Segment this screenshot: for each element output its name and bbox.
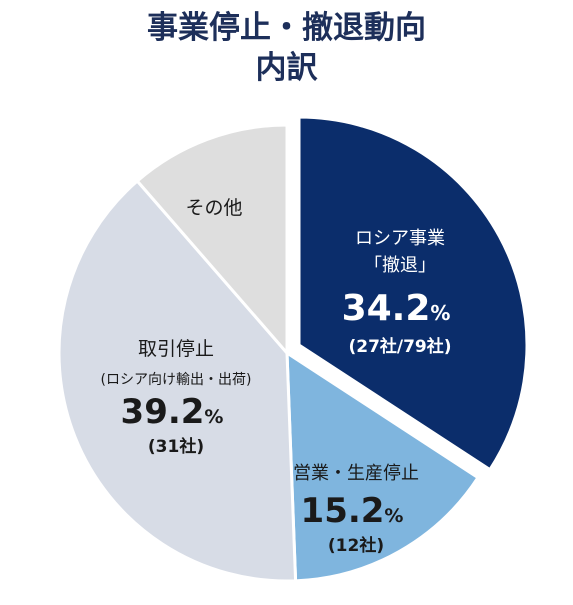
slice-label-withdrawal-name-1: ロシア事業: [355, 228, 445, 249]
slice-label-other-name: その他: [185, 197, 242, 219]
slice-label-suspension-count: (12社): [328, 535, 384, 556]
chart-title-line2: 内訳: [255, 50, 318, 86]
slice-label-trade-pct: 39.2%: [121, 392, 224, 432]
slice-label-withdrawal-name-2: 「撤退」: [364, 255, 436, 276]
slice-label-suspension-name: 営業・生産停止: [293, 463, 419, 484]
slice-label-trade-count: (31社): [148, 436, 204, 457]
pct-value: 15.2: [301, 491, 385, 531]
pie-slice-business-suspension: [285, 350, 481, 583]
slice-label-trade-name-2: (ロシア向け輸出・出荷): [101, 372, 252, 388]
slice-label-suspension-pct: 15.2%: [301, 491, 404, 531]
slice-label-withdrawal-count: (27社/79社): [348, 336, 451, 357]
slice-label-trade-name-1: 取引停止: [138, 338, 214, 360]
chart-title-line1: 事業停止・撤退動向: [147, 10, 426, 46]
pie-slice-other: [135, 123, 289, 358]
pct-value: 39.2: [121, 392, 205, 432]
pie-slice-withdrawal: [297, 115, 529, 472]
pie-slice-trade-suspension: [57, 178, 298, 583]
pct-value: 34.2: [342, 288, 431, 329]
chart-title: 事業停止・撤退動向 内訳: [0, 8, 573, 88]
pct-unit: %: [204, 406, 223, 428]
pct-unit: %: [430, 301, 450, 325]
slice-label-withdrawal-pct: 34.2%: [342, 288, 451, 329]
pct-unit: %: [384, 505, 403, 527]
